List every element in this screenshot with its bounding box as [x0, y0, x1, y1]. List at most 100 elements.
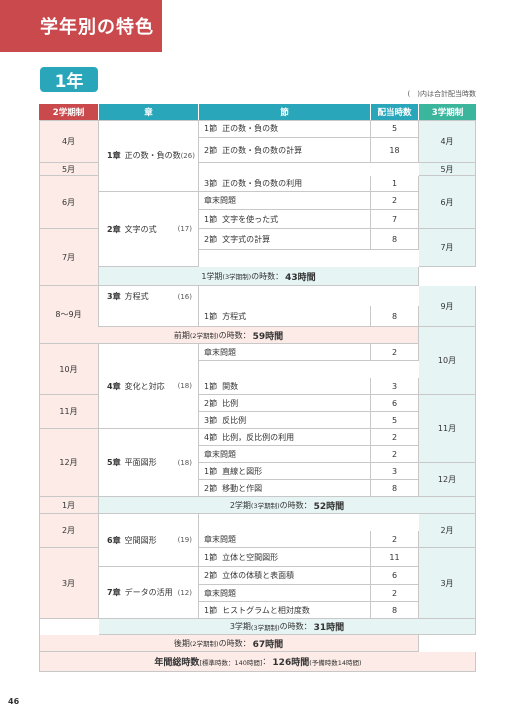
month-label: 6月 — [61, 197, 76, 207]
section-name: 章末問題 — [204, 196, 236, 205]
section-cell: 1節 立体と空間図形 — [199, 548, 371, 567]
section-name: 移動と作図 — [222, 483, 263, 493]
section-cell: 2節 比例 — [199, 395, 371, 412]
month-label: 3月 — [440, 578, 454, 588]
chapter-hours: (18) — [177, 382, 192, 390]
summary-note: (3学期制) — [250, 623, 280, 632]
section-hours: 3 — [391, 466, 398, 476]
three-term-month: 10月 — [419, 327, 476, 395]
chapter-cell: 7章 データの活用 (12) — [99, 567, 199, 619]
section-number: 1節 — [204, 605, 218, 615]
hours-cell: 5 — [371, 120, 419, 138]
section-number: 2節 — [204, 145, 218, 155]
chapter-number: 7章 — [107, 588, 121, 597]
summary-text: の時数： — [218, 638, 251, 648]
annual-text: ： — [262, 657, 271, 666]
two-term-month: 5月 — [39, 163, 99, 176]
summary-value: 67時間 — [252, 639, 284, 650]
header-two-term: 2学期制 — [39, 104, 99, 120]
month-label: 12月 — [437, 475, 457, 484]
month-label: 7月 — [61, 252, 76, 262]
grade-badge: 1年 — [40, 67, 98, 92]
section-number: 1節 — [204, 311, 218, 321]
two-term-month: 3月 — [39, 548, 99, 619]
summary-label: 後期 — [173, 638, 190, 648]
section-name: ヒストグラムと相対度数 — [222, 605, 310, 615]
section-number: 2節 — [204, 571, 218, 580]
three-term-month: 5月 — [419, 163, 476, 176]
section-name: 章末問題 — [204, 347, 236, 357]
summary-label: 3学期 — [229, 622, 251, 631]
section-hours: 2 — [391, 588, 398, 598]
month-label: 6月 — [440, 197, 454, 207]
hours-cell: 8 — [371, 480, 419, 497]
section-hours: 11 — [389, 552, 400, 562]
section-hours: 1 — [391, 179, 398, 188]
summary-text: の時数： — [279, 622, 312, 631]
section-cell: 章末問題 — [199, 446, 371, 463]
summary-text: の時数： — [218, 330, 251, 340]
section-hours: 2 — [391, 347, 398, 357]
month-label: 3月 — [61, 578, 76, 588]
summary-text: の時数： — [251, 271, 284, 281]
section-hours: 8 — [391, 483, 398, 493]
month-label: 10月 — [59, 364, 78, 374]
chapter-cell: 2章 文字の式 (17) — [99, 192, 199, 267]
chapter-hours: (19) — [177, 536, 192, 544]
section-name: 比例 — [222, 398, 239, 408]
month-label: 4月 — [440, 136, 454, 146]
three-term-month: 11月 — [419, 395, 476, 463]
section-number: 2節 — [204, 398, 218, 408]
chapter-hours: (12) — [177, 588, 192, 597]
section-cell: 2節 立体の体積と表面積 — [199, 567, 371, 585]
section-cell: 1節 直線と図形 — [199, 463, 371, 480]
three-term-month: 4月 — [419, 120, 476, 163]
section-name: 文字を使った式 — [222, 214, 279, 224]
table-note: ( )内は合計配当時数 — [407, 90, 476, 98]
section-cell: 章末問題 — [199, 585, 371, 602]
two-term-month: 11月 — [39, 395, 99, 429]
annual-reserve: (予備時数14時間) — [309, 658, 362, 667]
header-hours: 配当時数 — [371, 104, 419, 120]
section-number: 1節 — [204, 466, 218, 476]
three-term-month: 2月 — [419, 514, 476, 548]
chapter-name: データの活用 — [124, 588, 173, 597]
header-section: 節 — [199, 104, 371, 120]
chapter-cell: 4章 変化と対応 (18) — [99, 344, 199, 429]
section-name: 章末問題 — [204, 588, 236, 598]
section-hours: 8 — [391, 234, 398, 244]
section-name: 反比例 — [222, 415, 247, 425]
section-cell: 1節 文字を使った式 — [199, 210, 371, 229]
summary-label: 1学期 — [201, 271, 223, 281]
chapter-name: 方程式 — [124, 292, 149, 301]
summary-value: 59時間 — [252, 331, 284, 342]
section-number: 3節 — [204, 415, 218, 425]
chapter-cell: 5章 平面図形 (18) — [99, 429, 199, 497]
hours-cell: 8 — [371, 229, 419, 250]
summary-value: 43時間 — [285, 272, 316, 283]
section-number: 1節 — [204, 381, 218, 391]
chapter-hours: (26) — [180, 151, 195, 160]
summary-note: (2学期制) — [189, 640, 219, 648]
summary-value: 31時間 — [313, 623, 345, 633]
month-label: 5月 — [440, 164, 454, 174]
chapter-hours: (17) — [177, 225, 192, 233]
hours-cell: 2 — [371, 192, 419, 210]
month-label: 10月 — [437, 356, 457, 365]
section-cell: 2節 移動と作図 — [199, 480, 371, 497]
section-cell: 章末問題 — [199, 192, 371, 210]
section-cell: 章末問題 — [199, 344, 371, 361]
month-label: 7月 — [440, 243, 454, 252]
month-label: 4月 — [61, 136, 76, 146]
section-name: 立体と空間図形 — [222, 552, 279, 562]
month-label: 2月 — [61, 526, 76, 535]
hours-cell: 2 — [371, 429, 419, 446]
page-number: 46 — [8, 697, 20, 706]
hours-cell: 18 — [371, 138, 419, 163]
month-label: 5月 — [61, 164, 76, 174]
section-hours: 18 — [389, 145, 400, 155]
hours-cell: 3 — [371, 378, 419, 395]
three-term-month: 9月 — [419, 286, 476, 327]
month-label: 11月 — [59, 407, 78, 416]
